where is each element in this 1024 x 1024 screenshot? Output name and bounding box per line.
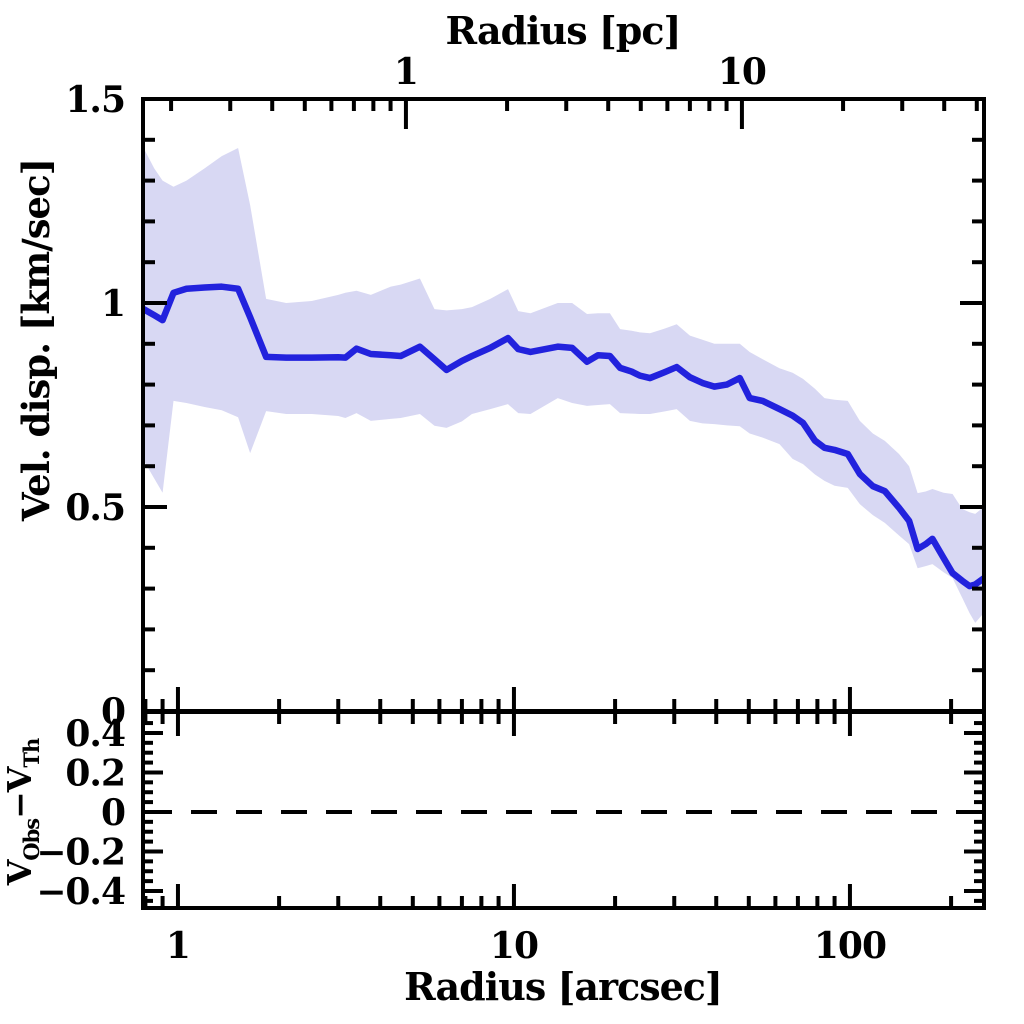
arcsec-axis-ticks: 1 10 100 [143, 687, 954, 967]
bottom-axis-title: Radius [arcsec] [404, 964, 723, 1009]
bottom-axis-tick-label: 1 [166, 925, 190, 967]
top-axis-tick-label: 1 [394, 51, 418, 93]
velocity-dispersion-curve [145, 283, 982, 590]
residual-y-axis-ticks: 0.40.20−0.2−0.4 [36, 713, 984, 913]
main-y-axis-ticks: 0 0.5 1 1.5 [65, 79, 984, 733]
main-y-tick-label: 1 [101, 283, 125, 325]
residual-y-tick-label: −0.2 [36, 831, 125, 873]
residual-y-tick-label: −0.4 [36, 871, 125, 913]
bottom-axis-tick-label: 100 [814, 925, 886, 967]
top-axis-ticks: 1 10 [169, 51, 979, 129]
residual-y-axis-label: VObs−VTh [0, 739, 44, 886]
velocity-dispersion-line [145, 283, 982, 590]
residual-label-sub-obs: Obs [18, 818, 44, 861]
confidence-band [145, 147, 982, 623]
residual-y-tick-label: 0.2 [65, 752, 125, 794]
bottom-axis-tick-label: 10 [490, 925, 538, 967]
main-y-tick-label: 0 [101, 691, 125, 733]
residual-y-tick-label: 0.4 [65, 713, 125, 755]
top-axis-tick-label: 10 [718, 51, 766, 93]
top-axis-title: Radius [pc] [445, 8, 682, 53]
main-y-tick-label: 0.5 [65, 487, 125, 529]
residual-y-tick-label: 0 [101, 792, 125, 834]
main-y-axis-label: Vel. disp. [km/sec] [14, 158, 58, 522]
residual-label-v1: V [0, 860, 40, 886]
residual-label-sub-th: Th [18, 738, 44, 768]
confidence-band-area [145, 147, 982, 623]
main-y-tick-label: 1.5 [65, 79, 125, 121]
residual-label-minus-v2: −V [0, 767, 40, 819]
